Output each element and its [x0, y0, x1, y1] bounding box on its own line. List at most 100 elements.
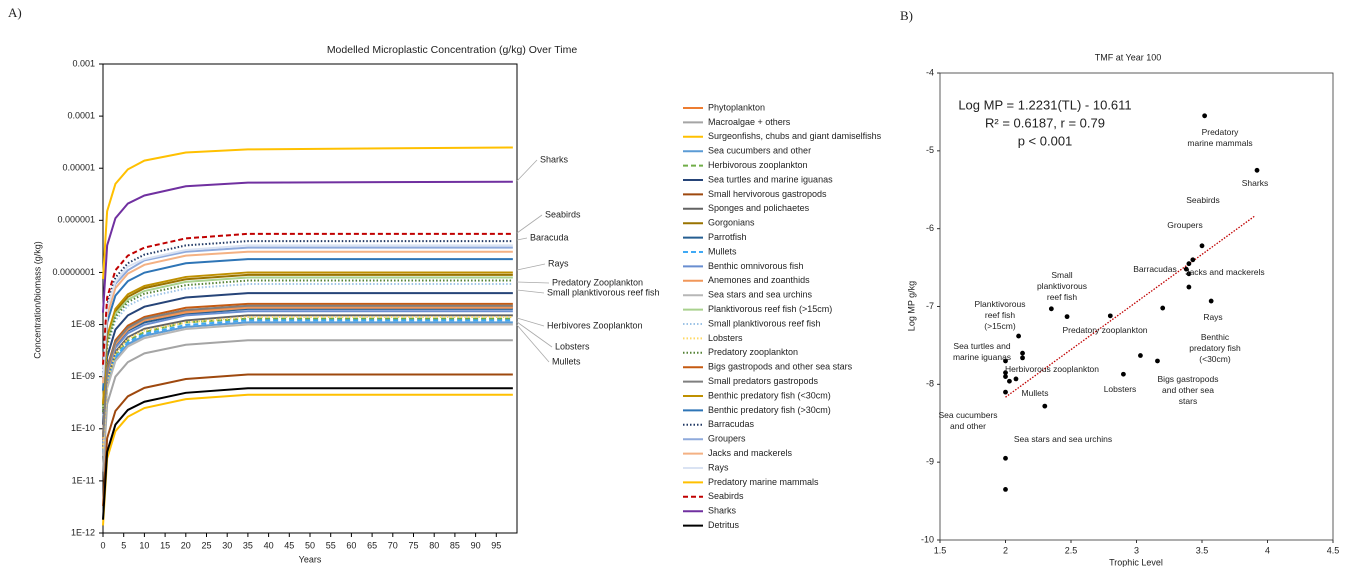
- point-label: Benthic predatory fish (<30cm): [1189, 332, 1241, 364]
- point-label: Mullets: [1022, 388, 1049, 398]
- point: [1155, 358, 1160, 364]
- point-label-line: Predatory: [1202, 127, 1240, 137]
- legend-label: Anemones and zoanthids: [708, 275, 810, 285]
- point-label-line: Lobsters: [1104, 384, 1137, 394]
- point-label-line: (<30cm): [1199, 354, 1231, 364]
- x-tick-label: 0: [100, 540, 105, 550]
- y-tick-label: -4: [926, 67, 934, 77]
- series-line: [102, 373, 513, 507]
- y-tick-label: -9: [926, 457, 934, 467]
- point-label-line: Benthic: [1201, 332, 1230, 342]
- series-line: [102, 292, 513, 425]
- legend-label: Sea stars and sea urchins: [708, 290, 813, 300]
- y-tick-label: 1E-11: [72, 475, 95, 485]
- point-label-line: Jacks and mackerels: [1185, 267, 1264, 277]
- y-tick-label: 0.0000001: [52, 267, 95, 277]
- point: [1186, 271, 1192, 277]
- series-line: [102, 314, 513, 447]
- series-line: [102, 304, 513, 438]
- point: [1003, 370, 1008, 376]
- legend-label: Groupers: [708, 434, 746, 444]
- point: [1003, 487, 1008, 492]
- legend-label: Barracudas: [708, 419, 755, 429]
- point: [1208, 298, 1214, 304]
- x-tick-label: 75: [408, 540, 418, 550]
- legend-label: Sea cucumbers and other: [708, 146, 811, 156]
- y-axis-label: Concentration/biomass (g/kg): [32, 241, 42, 359]
- x-tick-label: 4.5: [1327, 545, 1340, 555]
- series-line: [102, 279, 513, 413]
- point-label: Barracudas: [1133, 264, 1176, 274]
- x-tick-label: 25: [201, 540, 211, 550]
- point: [1020, 350, 1025, 356]
- point-label: Predatory zooplankton: [1062, 325, 1147, 335]
- legend-label: Benthic predatory fish (>30cm): [708, 405, 831, 415]
- point-label-line: Planktivorous: [974, 299, 1025, 309]
- x-tick-label: 10: [139, 540, 149, 550]
- point-label: Bigs gastropods and other sea stars: [1158, 374, 1219, 406]
- y-tick-label: 0.001: [72, 58, 95, 68]
- point-label-line: (>15cm): [984, 321, 1016, 331]
- point-label-line: Sea cucumbers: [938, 410, 997, 420]
- point-label: Seabirds: [1186, 195, 1220, 205]
- point-label: Rays: [1203, 312, 1222, 322]
- point-label: Sea turtles and marine iguanas: [953, 341, 1011, 362]
- point-label-line: reef fish: [985, 310, 1016, 320]
- legend-label: Surgeonfishs, chubs and giant damiselfis…: [708, 131, 882, 141]
- series-line: [102, 387, 513, 520]
- series-line: [102, 276, 513, 410]
- x-tick-label: 4: [1265, 545, 1270, 555]
- panel-label: B): [900, 8, 913, 23]
- x-tick-label: 30: [222, 540, 232, 550]
- annotation: Seabirds: [545, 209, 581, 219]
- trendline: [1005, 215, 1255, 398]
- x-tick-label: 80: [429, 540, 439, 550]
- series-line: [102, 271, 513, 404]
- point-label-line: Rays: [1203, 312, 1222, 322]
- point: [1007, 378, 1012, 384]
- series-line: [102, 283, 513, 416]
- x-tick-label: 3: [1134, 545, 1139, 555]
- annotation: Rays: [548, 258, 569, 268]
- legend-label: Benthic omnivorous fish: [708, 261, 804, 271]
- point: [1183, 266, 1189, 272]
- point: [1003, 358, 1008, 364]
- point-label-line: reef fish: [1047, 292, 1078, 302]
- x-tick-label: 20: [181, 540, 191, 550]
- legend-label: Seabirds: [708, 491, 744, 501]
- legend-label: Herbivorous zooplankton: [708, 160, 808, 170]
- legend-label: Bigs gastropods and other sea stars: [708, 362, 853, 372]
- point: [1020, 355, 1025, 361]
- x-axis-label: Trophic Level: [1109, 557, 1163, 567]
- y-tick-label: 1E-09: [71, 371, 95, 381]
- legend-label: Small hervivorous gastropods: [708, 189, 827, 199]
- series-line: [102, 302, 513, 436]
- x-tick-label: 45: [284, 540, 294, 550]
- equation: R² = 0.6187, r = 0.79: [985, 115, 1105, 130]
- x-tick-label: 95: [491, 540, 501, 550]
- annotation-leader: [516, 317, 545, 327]
- point-label-line: and other: [950, 421, 986, 431]
- point: [1202, 113, 1208, 119]
- annotation-leader: [516, 321, 553, 348]
- annotation: Herbivores Zooplankton: [547, 320, 643, 330]
- legend-label: Predatory marine mammals: [708, 477, 819, 487]
- series-line: [102, 232, 513, 365]
- series-line: [102, 258, 513, 391]
- legend-label: Macroalgae + others: [708, 117, 791, 127]
- x-tick-label: 65: [367, 540, 377, 550]
- point-label-line: Barracudas: [1133, 264, 1176, 274]
- legend-label: Gorgonians: [708, 218, 755, 228]
- annotation: Small planktivorous reef fish: [547, 287, 660, 297]
- series-line: [102, 250, 513, 384]
- panel-label: A): [8, 5, 22, 20]
- x-axis-label: Years: [299, 554, 322, 564]
- y-tick-label: -7: [926, 301, 934, 311]
- x-tick-label: 90: [471, 540, 481, 550]
- y-tick-label: -8: [926, 379, 934, 389]
- point-label: Lobsters: [1104, 384, 1137, 394]
- point: [1254, 167, 1260, 173]
- x-tick-label: 1.5: [934, 545, 947, 555]
